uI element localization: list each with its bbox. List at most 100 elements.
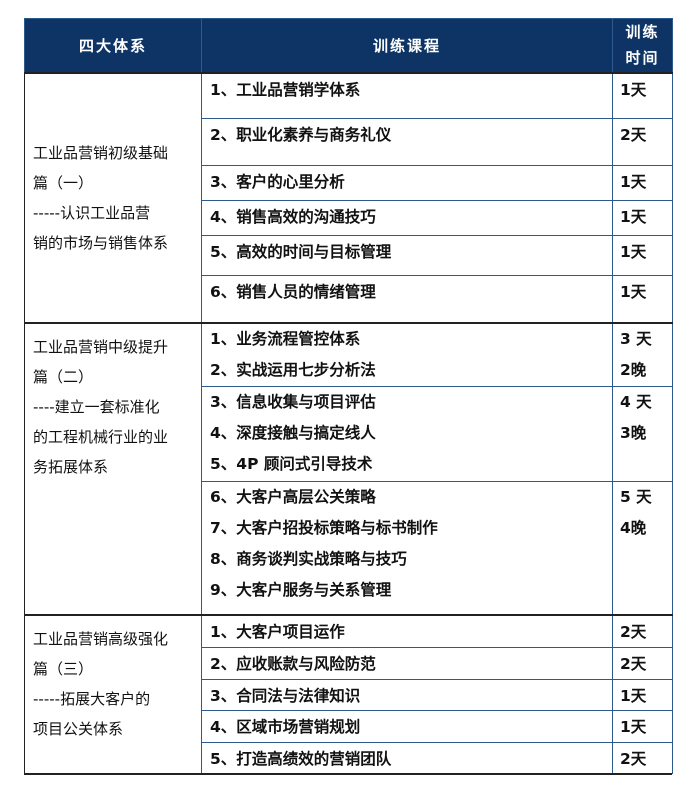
course-cell: 4、区域市场营销规划: [201, 710, 613, 743]
course-item: 9、大客户服务与关系管理: [210, 581, 392, 599]
time-cell: 1天: [612, 200, 673, 236]
system-line: 篇（三）: [33, 659, 94, 678]
system-line: 篇（一）: [33, 173, 94, 192]
course-item: 6、销售人员的情绪管理: [210, 283, 376, 301]
course-item: 2、职业化素养与商务礼仪: [210, 126, 392, 144]
time-value: 1天: [620, 718, 647, 736]
course-item: 7、大客户招投标策略与标书制作: [210, 519, 438, 537]
header-time: 训练 时间: [612, 18, 673, 73]
system-line: ----建立一套标准化: [33, 397, 160, 416]
time-value: 1天: [620, 208, 647, 226]
course-item: 3、合同法与法律知识: [210, 687, 361, 705]
table-body: 工业品营销初级基础 篇（一） -----认识工业品营 销的市场与销售体系 1、工业品营销…: [24, 71, 673, 774]
table-row: 6、销售人员的情绪管理 1天: [25, 275, 673, 323]
time-cell: 3 天 2晚: [612, 321, 673, 387]
course-item: 1、大客户项目运作: [210, 622, 345, 641]
table-row: 4、区域市场营销规划 1天: [25, 710, 673, 743]
time-cell: 2天: [612, 118, 673, 166]
table-row: 5、高效的时间与目标管理 1天: [25, 235, 673, 276]
time-cell: 2天: [612, 647, 673, 680]
course-item: 4、深度接触与搞定线人: [210, 424, 376, 442]
system-cell: 工业品营销高级强化 篇（三） -----拓展大客户的 项目公关体系: [24, 613, 202, 774]
course-item: 3、信息收集与项目评估: [210, 393, 376, 411]
course-item: 1、业务流程管控体系: [210, 329, 361, 348]
course-item: 3、客户的心里分析: [210, 173, 345, 191]
table-row: 4、销售高效的沟通技巧 1天: [25, 200, 673, 236]
time-value: 1天: [620, 80, 647, 99]
system-line: 工业品营销高级强化: [33, 629, 169, 648]
table-bottom-border: [24, 773, 672, 775]
time-cell: 1天: [612, 235, 673, 276]
table-row: 工业品营销初级基础 篇（一） -----认识工业品营 销的市场与销售体系 1、工业品营销…: [24, 71, 673, 323]
course-cell: 6、销售人员的情绪管理: [201, 275, 613, 323]
course-item: 8、商务谈判实战策略与技巧: [210, 550, 407, 568]
time-cell: 1天: [612, 71, 673, 119]
system-line: 工业品营销初级基础: [33, 143, 169, 162]
time-value: 2天: [620, 622, 647, 641]
table-row: 6、大客户高层公关策略 7、大客户招投标策略与标书制作 8、商务谈判实战策略与技巧 9…: [25, 481, 673, 615]
course-cell: 2、应收账款与风险防范: [201, 647, 613, 680]
table-row: 3、信息收集与项目评估 4、深度接触与搞定线人 5、4P 顾问式引导技术 4 天 3晚: [25, 386, 673, 482]
system-line: 篇（二）: [33, 367, 94, 386]
time-cell: 1天: [612, 165, 673, 201]
course-cell: 5、打造高绩效的营销团队: [201, 742, 613, 774]
time-cell: 4 天 3晚: [612, 386, 673, 482]
course-cell: 3、合同法与法律知识: [201, 679, 613, 711]
course-item: 4、销售高效的沟通技巧: [210, 208, 376, 226]
system-cell: 工业品营销初级基础 篇（一） -----认识工业品营 销的市场与销售体系: [24, 71, 202, 323]
system-cell: 工业品营销中级提升 篇（二） ----建立一套标准化 的工程机械行业的业 务拓展体系: [24, 321, 202, 615]
course-item: 5、4P 顾问式引导技术: [210, 455, 373, 473]
course-cell: 1、工业品营销学体系: [201, 71, 613, 119]
header-time-line1: 训练: [625, 23, 660, 42]
time-cell: 1天: [612, 710, 673, 743]
course-cell: 4、销售高效的沟通技巧: [201, 200, 613, 236]
time-value: 2天: [620, 126, 647, 144]
system-line: 项目公关体系: [33, 719, 124, 738]
table-row: 工业品营销高级强化 篇（三） -----拓展大客户的 项目公关体系 1、大客户项目运作 2…: [24, 613, 673, 774]
system-line: -----拓展大客户的: [33, 689, 151, 708]
time-value: 1天: [620, 687, 647, 705]
time-cell: 5 天 4晚: [612, 481, 673, 615]
system-line: 销的市场与销售体系: [33, 233, 169, 252]
course-cell: 3、客户的心里分析: [201, 165, 613, 201]
course-cell: 5、高效的时间与目标管理: [201, 235, 613, 276]
course-item: 2、实战运用七步分析法: [210, 360, 376, 379]
system-line: 务拓展体系: [33, 457, 109, 476]
course-item: 2、应收账款与风险防范: [210, 655, 376, 673]
time-value: 1天: [620, 243, 647, 261]
course-item: 4、区域市场营销规划: [210, 718, 361, 736]
table-row: 2、职业化素养与商务礼仪 2天: [25, 118, 673, 166]
time-value: 5 天: [620, 488, 652, 506]
time-value: 2晚: [620, 360, 647, 379]
course-item: 1、工业品营销学体系: [210, 80, 361, 99]
time-value: 4晚: [620, 519, 647, 537]
system-line: 工业品营销中级提升: [33, 337, 169, 356]
system-line: -----认识工业品营: [33, 203, 151, 222]
time-value: 1天: [620, 283, 647, 301]
table-row: 工业品营销中级提升 篇（二） ----建立一套标准化 的工程机械行业的业 务拓展体系 1、…: [24, 321, 673, 615]
system-line: 的工程机械行业的业: [33, 427, 169, 446]
table-row: 2、应收账款与风险防范 2天: [25, 647, 673, 680]
course-cell: 3、信息收集与项目评估 4、深度接触与搞定线人 5、4P 顾问式引导技术: [201, 386, 613, 482]
course-cell: 1、业务流程管控体系 2、实战运用七步分析法: [201, 321, 613, 387]
header-system: 四大体系: [24, 18, 202, 73]
time-cell: 2天: [612, 613, 673, 648]
time-value: 2天: [620, 750, 647, 768]
time-value: 2天: [620, 655, 647, 673]
time-value: 1天: [620, 173, 647, 191]
time-value: 3 天: [620, 329, 652, 348]
time-cell: 1天: [612, 679, 673, 711]
course-item: 5、高效的时间与目标管理: [210, 243, 392, 261]
course-item: 5、打造高绩效的营销团队: [210, 750, 392, 768]
time-value: 3晚: [620, 424, 647, 442]
course-item: 6、大客户高层公关策略: [210, 488, 376, 506]
table-row: 3、客户的心里分析 1天: [25, 165, 673, 201]
course-cell: 1、大客户项目运作: [201, 613, 613, 648]
course-table: 四大体系 训练课程 训练时间 工业品营销初级基础 篇（一） -----认识工业品营销…: [24, 18, 673, 774]
time-cell: 2天: [612, 742, 673, 774]
time-value: 4 天: [620, 393, 652, 411]
header-course: 训练课程: [201, 18, 613, 73]
time-cell: 1天: [612, 275, 673, 323]
header-time-line2: 时间: [625, 49, 660, 68]
course-cell: 6、大客户高层公关策略 7、大客户招投标策略与标书制作 8、商务谈判实战策略与技巧 9…: [201, 481, 613, 615]
